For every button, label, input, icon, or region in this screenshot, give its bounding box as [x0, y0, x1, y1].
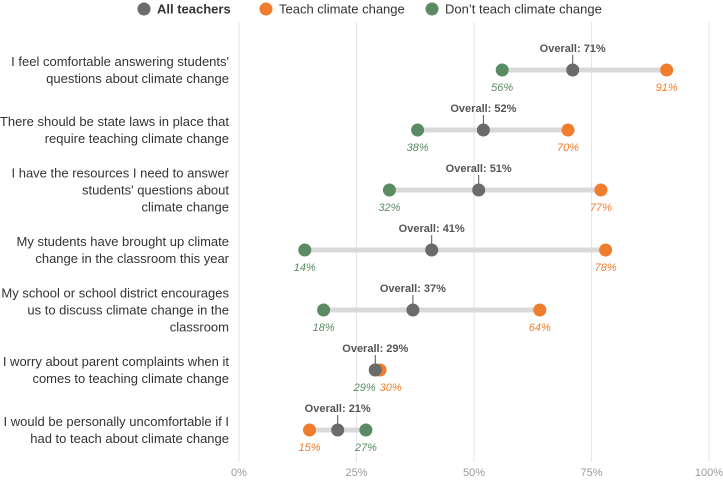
- value-label-teach: 30%: [380, 382, 402, 394]
- overall-label: Overall: 51%: [446, 163, 512, 175]
- value-label-dont-teach: 14%: [294, 262, 316, 274]
- x-axis: 0% 25% 50% 75% 100%: [231, 467, 723, 479]
- value-label-teach: 91%: [656, 82, 678, 94]
- statement-line: us to discuss climate change in the: [27, 303, 229, 318]
- dot-all-teachers: [566, 63, 580, 77]
- dot-all-teachers: [476, 123, 490, 137]
- value-label-teach: 78%: [595, 262, 617, 274]
- gridlines: [238, 22, 710, 462]
- dot-dont-teach: [411, 123, 425, 137]
- dot-dont-teach: [382, 183, 396, 197]
- legend-label-teach: Teach climate change: [279, 2, 405, 17]
- statement-line: My school or school district encourages: [1, 286, 229, 301]
- dot-all-teachers: [406, 303, 420, 317]
- x-tick-label: 75%: [580, 467, 602, 479]
- legend-label-all: All teachers: [157, 2, 231, 17]
- legend-label-dont: Don’t teach climate change: [445, 2, 602, 17]
- value-label-dont-teach: 29%: [353, 382, 376, 394]
- overall-label: Overall: 71%: [540, 43, 606, 55]
- value-label-dont-teach: 18%: [313, 322, 335, 334]
- value-label-dont-teach: 56%: [491, 82, 513, 94]
- overall-label: Overall: 29%: [342, 343, 408, 355]
- row-3: I have the resources I need to answer stu…: [11, 163, 612, 215]
- x-tick-label: 25%: [345, 467, 367, 479]
- statement-line: climate change: [142, 200, 229, 215]
- dot-teach: [599, 243, 613, 257]
- statement-line: change in the classroom this year: [35, 251, 229, 266]
- dot-teach: [533, 303, 547, 317]
- value-label-dont-teach: 38%: [407, 142, 429, 154]
- statement-line: require teaching climate change: [45, 131, 229, 146]
- statement-line: I worry about parent complaints when it: [3, 354, 230, 369]
- x-tick-label: 0%: [231, 467, 247, 479]
- row-5: My school or school district encourages u…: [1, 283, 551, 335]
- statement-line: My students have brought up climate: [17, 234, 229, 249]
- dot-teach: [303, 423, 316, 437]
- value-label-teach: 15%: [298, 442, 320, 454]
- legend-swatch-dont: [425, 2, 439, 16]
- value-label-teach: 77%: [590, 202, 612, 214]
- dot-teach: [660, 63, 674, 77]
- statement-line: questions about climate change: [46, 71, 229, 86]
- row-7: I would be personally uncomfortable if I…: [4, 403, 378, 454]
- row-6: I worry about parent complaints when it c…: [3, 343, 409, 394]
- value-label-teach: 64%: [529, 322, 551, 334]
- overall-label: Overall: 37%: [380, 283, 446, 295]
- statement-line: There should be state laws in place that: [0, 114, 229, 129]
- statement-line: I have the resources I need to answer: [11, 166, 229, 181]
- statement-line: comes to teaching climate change: [32, 371, 229, 386]
- row-2: There should be state laws in place that…: [0, 103, 579, 154]
- x-tick-label: 50%: [463, 467, 485, 479]
- statement-line: had to teach about climate change: [30, 431, 229, 446]
- dot-teach: [561, 123, 575, 137]
- statement-line: I feel comfortable answering students': [11, 54, 229, 69]
- legend-swatch-all: [137, 2, 151, 16]
- dot-all-teachers: [331, 423, 345, 437]
- dot-teach: [594, 183, 608, 197]
- rows: I feel comfortable answering students' qu…: [0, 43, 678, 454]
- statement-line: I would be personally uncomfortable if I: [4, 414, 229, 429]
- legend-swatch-teach: [259, 2, 273, 16]
- value-label-dont-teach: 27%: [354, 442, 377, 454]
- dot-dont-teach: [359, 423, 373, 437]
- value-label-teach: 70%: [557, 142, 579, 154]
- row-4: My students have brought up climate chang…: [17, 223, 617, 274]
- statement-line: students' questions about: [82, 183, 229, 198]
- dot-dont-teach: [495, 63, 509, 77]
- value-label-dont-teach: 32%: [378, 202, 400, 214]
- legend: All teachers Teach climate change Don’t te…: [137, 2, 602, 17]
- x-tick-label: 100%: [695, 467, 723, 479]
- statement-line: classroom: [170, 320, 229, 335]
- dot-all-teachers: [425, 243, 439, 257]
- dot-all-teachers: [368, 363, 382, 377]
- row-1: I feel comfortable answering students' qu…: [11, 43, 678, 94]
- dot-all-teachers: [472, 183, 486, 197]
- dot-dont-teach: [298, 243, 312, 257]
- overall-label: Overall: 21%: [305, 403, 371, 415]
- overall-label: Overall: 41%: [399, 223, 465, 235]
- overall-label: Overall: 52%: [450, 103, 516, 115]
- dot-dont-teach: [317, 303, 331, 317]
